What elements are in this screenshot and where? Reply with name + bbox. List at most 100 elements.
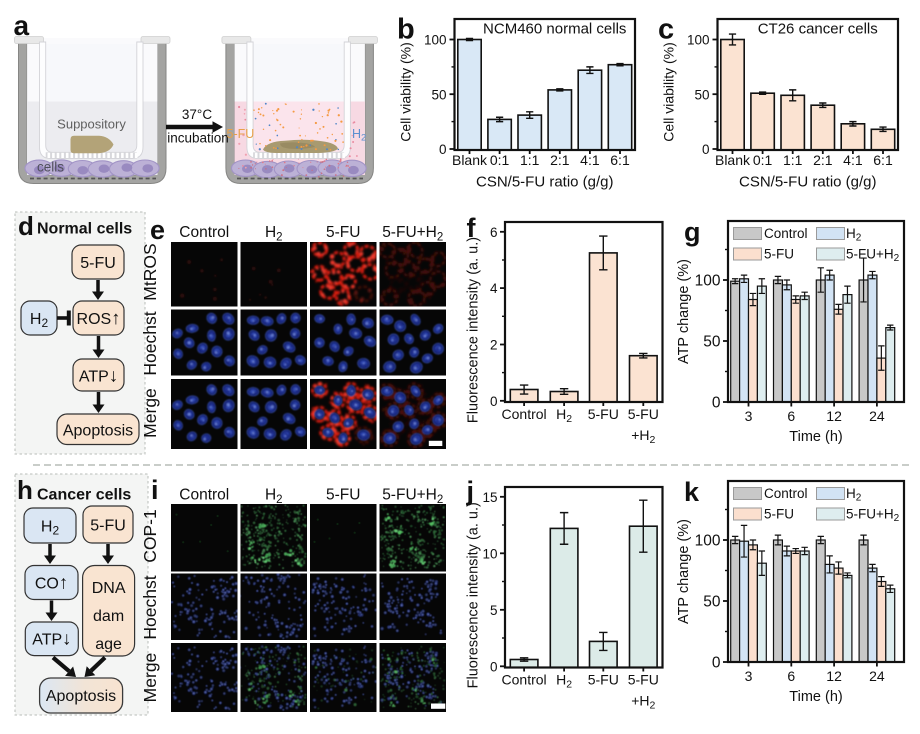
svg-text:5-FU+H2: 5-FU+H2 xyxy=(846,507,900,525)
svg-text:Control: Control xyxy=(179,487,229,504)
svg-text:COP-1: COP-1 xyxy=(140,509,160,562)
svg-text:CSN/5-FU ratio (g/g): CSN/5-FU ratio (g/g) xyxy=(476,174,614,191)
svg-text:Apoptosis: Apoptosis xyxy=(46,688,116,705)
svg-text:Fluorescence intensity (a. u.): Fluorescence intensity (a. u.) xyxy=(466,237,482,423)
svg-text:5-FU+H2: 5-FU+H2 xyxy=(382,487,443,507)
svg-text:24: 24 xyxy=(869,408,885,424)
svg-text:5-FU: 5-FU xyxy=(588,672,619,688)
svg-text:b: b xyxy=(397,14,415,46)
svg-text:Merge: Merge xyxy=(140,388,160,438)
svg-text:+H2: +H2 xyxy=(631,427,655,446)
svg-text:incubation: incubation xyxy=(167,131,229,146)
svg-text:Time (h): Time (h) xyxy=(789,429,842,445)
svg-text:50: 50 xyxy=(703,594,721,611)
svg-text:100: 100 xyxy=(695,273,721,290)
svg-text:cells: cells xyxy=(37,160,64,175)
svg-text:dam: dam xyxy=(93,608,124,625)
svg-text:5-FU+H2: 5-FU+H2 xyxy=(382,224,443,244)
svg-text:5-FU: 5-FU xyxy=(764,507,794,522)
svg-text:d: d xyxy=(18,211,34,241)
svg-text:k: k xyxy=(684,477,700,507)
svg-text:Blank: Blank xyxy=(452,152,488,168)
svg-text:f: f xyxy=(467,213,477,243)
svg-text:15: 15 xyxy=(482,490,497,505)
svg-text:H2: H2 xyxy=(41,519,60,538)
svg-text:3: 3 xyxy=(745,408,753,424)
svg-text:0:1: 0:1 xyxy=(753,152,773,168)
svg-text:2:1: 2:1 xyxy=(550,152,570,168)
svg-text:Fluorescence intensity (a. u.): Fluorescence intensity (a. u.) xyxy=(466,502,482,688)
svg-text:4:1: 4:1 xyxy=(580,152,600,168)
svg-text:5-FU: 5-FU xyxy=(764,247,794,262)
svg-text:+H2: +H2 xyxy=(631,693,655,712)
svg-text:4: 4 xyxy=(490,281,498,296)
svg-text:5-FU: 5-FU xyxy=(628,406,659,422)
svg-text:ATP↓: ATP↓ xyxy=(32,628,71,649)
svg-text:H2: H2 xyxy=(30,311,49,330)
svg-text:5-FU: 5-FU xyxy=(588,406,619,422)
svg-text:6: 6 xyxy=(490,225,498,240)
svg-text:1:1: 1:1 xyxy=(520,152,540,168)
svg-text:age: age xyxy=(95,636,122,653)
svg-text:5-FU: 5-FU xyxy=(227,127,255,141)
svg-text:Normal cells: Normal cells xyxy=(37,221,132,238)
svg-text:50: 50 xyxy=(431,87,446,102)
svg-text:50: 50 xyxy=(694,87,709,102)
svg-text:100: 100 xyxy=(695,533,721,550)
svg-text:0: 0 xyxy=(712,655,721,672)
svg-text:0: 0 xyxy=(490,659,498,674)
svg-text:Hoechst: Hoechst xyxy=(140,311,160,375)
svg-text:6: 6 xyxy=(787,408,795,424)
svg-text:Cell viability (%): Cell viability (%) xyxy=(398,42,414,142)
svg-text:1:1: 1:1 xyxy=(783,152,803,168)
svg-text:Suppository: Suppository xyxy=(57,117,126,132)
svg-text:24: 24 xyxy=(869,668,885,684)
svg-text:a: a xyxy=(14,10,30,41)
svg-text:5-FU: 5-FU xyxy=(326,224,360,241)
svg-text:CT26 cancer cells: CT26 cancer cells xyxy=(758,21,878,38)
svg-text:i: i xyxy=(151,475,159,505)
svg-text:Control: Control xyxy=(764,226,808,241)
svg-text:h: h xyxy=(17,475,33,505)
svg-text:Blank: Blank xyxy=(715,152,751,168)
svg-text:5: 5 xyxy=(490,603,498,618)
svg-text:5-FU: 5-FU xyxy=(90,518,126,535)
svg-text:6:1: 6:1 xyxy=(873,152,893,168)
svg-text:10: 10 xyxy=(482,546,497,561)
svg-text:12: 12 xyxy=(826,668,842,684)
svg-text:0: 0 xyxy=(712,395,721,412)
svg-text:0:1: 0:1 xyxy=(490,152,510,168)
svg-text:ROS↑: ROS↑ xyxy=(77,307,121,328)
svg-text:4:1: 4:1 xyxy=(843,152,863,168)
svg-text:Hoechst: Hoechst xyxy=(140,575,160,639)
svg-text:g: g xyxy=(684,217,701,247)
svg-text:Cancer cells: Cancer cells xyxy=(37,487,131,504)
svg-text:NCM460 normal cells: NCM460 normal cells xyxy=(483,21,626,38)
svg-text:12: 12 xyxy=(826,408,842,424)
svg-text:c: c xyxy=(658,14,674,46)
svg-text:2:1: 2:1 xyxy=(813,152,833,168)
svg-text:Control: Control xyxy=(764,486,808,501)
svg-text:ATP change (%): ATP change (%) xyxy=(676,519,692,624)
svg-text:5-FU: 5-FU xyxy=(326,487,360,504)
svg-text:Cell viability (%): Cell viability (%) xyxy=(661,42,677,142)
svg-text:DNA: DNA xyxy=(92,580,126,597)
svg-text:0: 0 xyxy=(702,142,710,157)
svg-text:Control: Control xyxy=(179,224,229,241)
svg-text:5-FU: 5-FU xyxy=(628,672,659,688)
svg-text:Time (h): Time (h) xyxy=(789,689,842,705)
svg-text:ATP↓: ATP↓ xyxy=(79,365,118,386)
svg-text:CSN/5-FU ratio (g/g): CSN/5-FU ratio (g/g) xyxy=(739,174,877,191)
svg-text:5-FU+H2: 5-FU+H2 xyxy=(846,247,900,265)
svg-text:100: 100 xyxy=(687,33,710,48)
svg-text:0: 0 xyxy=(490,394,498,409)
svg-text:Control: Control xyxy=(502,672,547,688)
svg-text:j: j xyxy=(466,476,475,506)
svg-text:Merge: Merge xyxy=(140,653,160,703)
svg-text:Apoptosis: Apoptosis xyxy=(63,423,133,440)
svg-text:3: 3 xyxy=(745,668,753,684)
svg-text:37°C: 37°C xyxy=(182,107,212,122)
svg-text:MtROS: MtROS xyxy=(140,243,160,300)
svg-text:2: 2 xyxy=(490,337,498,352)
svg-text:6:1: 6:1 xyxy=(610,152,630,168)
